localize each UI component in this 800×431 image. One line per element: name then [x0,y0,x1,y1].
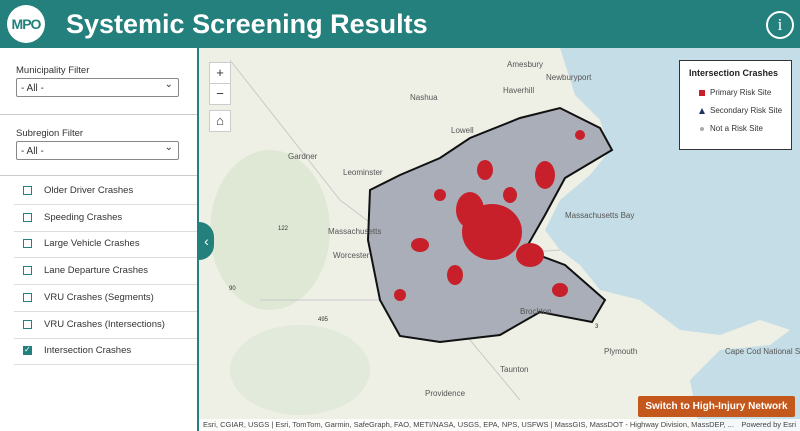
filter-select[interactable]: - All - [16,138,179,160]
layer-label: Intersection Crashes [44,345,132,357]
legend-symbol [699,108,705,114]
place-label: Massachusetts [328,227,381,236]
forest [230,325,370,415]
layer-row[interactable]: Older Driver Crashes [14,178,197,205]
info-button[interactable]: i [766,11,794,39]
attribution: Esri, CGIAR, USGS | Esri, TomTom, Garmin… [199,419,800,431]
risk-sites [394,130,585,301]
checkbox[interactable] [23,345,32,356]
legend-item: Not a Risk Site [710,124,763,133]
home-button[interactable]: ⌂ [209,110,231,132]
logo: MPO [7,5,45,43]
filter-select[interactable]: - All - [16,75,179,97]
layer-row[interactable]: VRU Crashes (Segments) [14,285,197,312]
layer-label: Lane Departure Crashes [44,265,149,277]
filter-label: Subregion Filter [16,128,84,139]
checkbox[interactable] [23,212,32,222]
checkbox[interactable] [23,292,32,302]
place-label: Nashua [410,93,438,102]
layer-row[interactable]: Intersection Crashes [14,338,197,366]
place-label: Lowell [451,126,474,135]
header: MPO Systemic Screening Results i [0,0,800,48]
place-label: Haverhill [503,86,534,95]
forest [210,150,330,310]
road-shield: 90 [229,286,236,292]
place-label: Brockton [520,307,552,316]
layer-label: Speeding Crashes [44,211,123,223]
layer-label: Older Driver Crashes [44,185,134,196]
zoom-out[interactable]: − [209,83,231,105]
filter-label: Municipality Filter [16,65,90,76]
app-title: Systemic Screening Results [66,9,428,39]
layer-label: Large Vehicle Crashes [44,238,140,250]
divider [0,114,197,115]
checkbox[interactable] [23,266,32,276]
checkbox[interactable] [23,239,32,249]
place-label: Leominster [343,168,383,177]
layer-row[interactable]: Large Vehicle Crashes [14,231,197,259]
attribution-text: Esri, CGIAR, USGS | Esri, TomTom, Garmin… [203,420,734,429]
place-label: Worcester [333,251,370,260]
powered-by: Powered by Esri [741,420,796,429]
collapse-tab[interactable]: ‹ [199,222,214,260]
place-label: Newburyport [546,73,592,82]
checkbox[interactable] [23,319,32,329]
layer-row[interactable]: VRU Crashes (Intersections) [14,312,197,339]
zoom-in[interactable]: + [209,62,231,84]
layer-row[interactable]: Lane Departure Crashes [14,258,197,286]
place-label: Plymouth [604,347,637,356]
place-label: Massachusetts Bay [565,211,634,220]
layer-row[interactable]: Speeding Crashes [14,205,197,232]
road-shield: 495 [318,317,329,323]
legend-symbol [699,90,705,96]
switch-network-button[interactable]: Switch to High-Injury Network [638,396,795,417]
divider [0,175,197,176]
place-label: Cape Cod National Seashore [725,347,800,356]
place-label: Taunton [500,365,528,374]
layer-label: VRU Crashes (Segments) [44,291,154,303]
legend-item: Secondary Risk Site [710,106,783,115]
place-label: Providence [425,389,466,398]
legend: Intersection Crashes Primary Risk Site S… [679,60,792,150]
sidebar: Municipality Filter - All - Subregion Fi… [0,48,199,431]
legend-symbol [700,127,704,131]
place-label: Gardner [288,152,318,161]
map: Amesbury Newburyport Haverhill Nashua Lo… [199,48,800,431]
place-label: Amesbury [507,60,543,69]
layer-label: VRU Crashes (Intersections) [44,318,165,330]
road-shield: 122 [278,226,289,232]
checkbox[interactable] [23,186,32,195]
legend-item: Primary Risk Site [710,88,772,97]
road-shield: 3 [595,324,599,330]
legend-title: Intersection Crashes [689,68,779,78]
